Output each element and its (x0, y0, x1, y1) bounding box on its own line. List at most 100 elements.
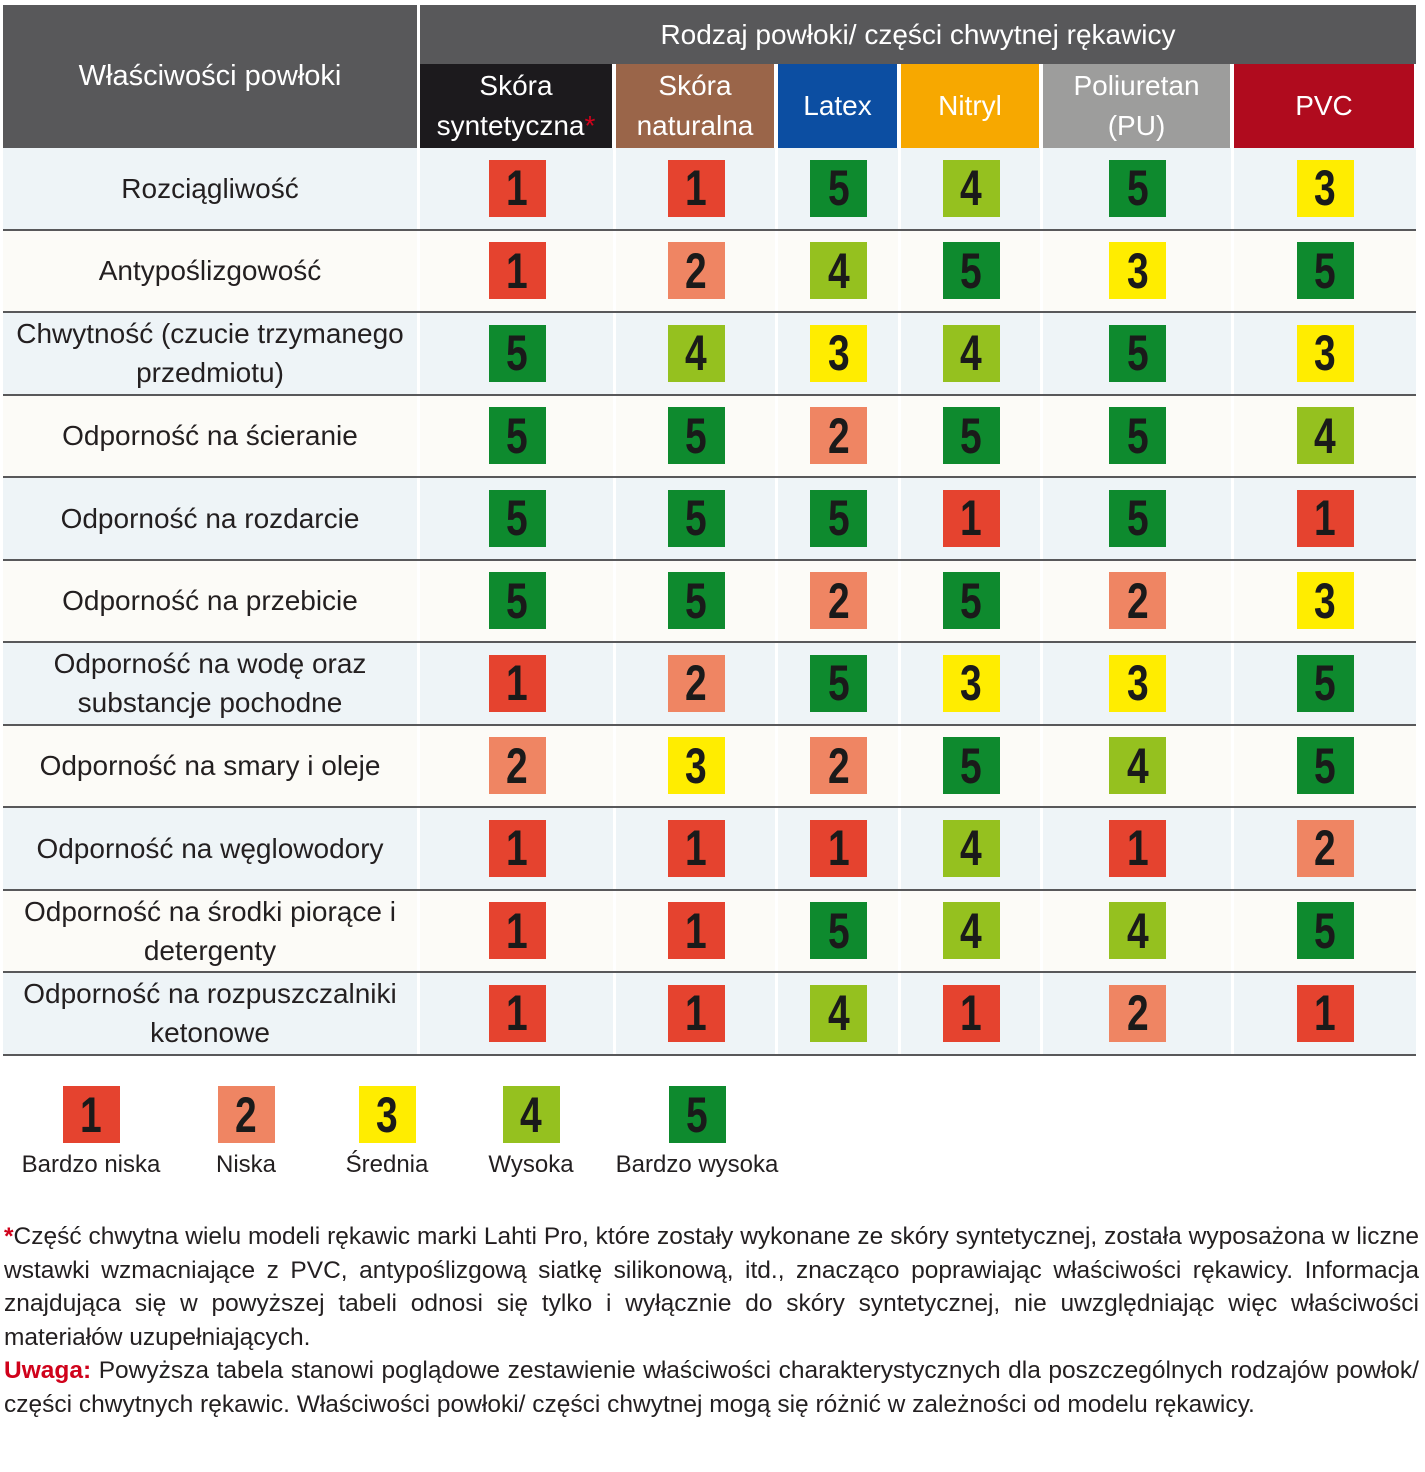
rating-value: 3 (827, 325, 850, 382)
rating-value: 4 (960, 325, 982, 382)
legend-badge: 1 (62, 1086, 120, 1143)
rating-value: 5 (827, 490, 850, 547)
rating-value: 1 (685, 160, 707, 217)
rating-badge: 5 (810, 159, 867, 217)
warning: Uwaga: Powyższa tabela stanowi poglądowe… (4, 1354, 1419, 1421)
column-label: Skóra (658, 70, 732, 101)
legend-badge: 3 (358, 1086, 416, 1143)
rating-badge: 1 (667, 984, 725, 1042)
rating-value: 2 (827, 737, 850, 794)
rating-badge: 1 (667, 819, 725, 877)
column-label: Skóra (479, 70, 553, 101)
rating-value: 5 (685, 407, 707, 464)
legend-value: 2 (235, 1086, 257, 1143)
legend-value: 1 (80, 1086, 102, 1143)
rating-value: 3 (960, 655, 982, 712)
table-row: Odporność na węglowodory 1 1 1 4 1 2 (3, 808, 1416, 891)
rating-value: 1 (506, 985, 528, 1042)
rating-value: 4 (685, 325, 707, 382)
rating-badge: 5 (1109, 407, 1166, 465)
legend-label: Wysoka (488, 1151, 574, 1178)
rating-badge: 5 (942, 242, 1000, 300)
rating-badge: 1 (488, 984, 546, 1042)
rating-value: 2 (827, 407, 850, 464)
rating-value: 1 (827, 820, 850, 877)
rating-badge: 3 (1296, 159, 1354, 217)
rating-value: 4 (960, 902, 982, 959)
rating-value: 5 (827, 160, 850, 217)
rating-value: 5 (827, 655, 850, 712)
rating-badge: 5 (1296, 242, 1354, 300)
rating-value: 1 (1314, 490, 1336, 547)
warning-label: Uwaga: (4, 1357, 92, 1384)
legend-badge: 2 (217, 1086, 275, 1143)
rating-value: 5 (960, 407, 982, 464)
rating-badge: 3 (1109, 242, 1166, 300)
rating-value: 5 (506, 407, 528, 464)
rating-value: 3 (1126, 242, 1149, 299)
table-row: Rozciągliwość 1 1 5 4 5 3 (3, 148, 1416, 231)
rating-badge: 2 (810, 737, 867, 795)
rating-badge: 5 (667, 489, 725, 547)
rating-value: 5 (960, 242, 982, 299)
property-label: Rozciągliwość (121, 172, 299, 204)
legend-label: Bardzo wysoka (615, 1151, 779, 1178)
rating-badge: 4 (942, 159, 1000, 217)
rating-badge: 4 (1109, 902, 1166, 960)
rating-badge: 5 (1109, 324, 1166, 382)
rating-badge: 2 (810, 572, 867, 630)
property-label: Odporność na przebicie (62, 585, 358, 617)
table-row: Odporność na rozpuszczalniki ketonowe 1 1 4… (3, 973, 1416, 1056)
rating-value: 1 (506, 655, 528, 712)
column-label: Poliuretan (1073, 70, 1200, 101)
column-header: Poliuretan (PU) (1043, 64, 1230, 148)
rating-badge: 5 (810, 902, 867, 960)
rating-badge: 5 (667, 572, 725, 630)
rating-badge: 5 (667, 407, 725, 465)
rating-value: 5 (1314, 242, 1336, 299)
rating-badge: 3 (810, 324, 867, 382)
rating-badge: 2 (810, 407, 867, 465)
legend-badge: 5 (668, 1086, 726, 1143)
column-header: PVC (1234, 64, 1414, 148)
rating-value: 1 (1314, 985, 1336, 1042)
rating-value: 1 (685, 985, 707, 1042)
rating-value: 2 (827, 572, 850, 629)
column-label-2: syntetyczna (436, 110, 585, 141)
table-header: Właściwości powłoki Rodzaj powłoki/ częś… (3, 5, 1416, 148)
rating-value: 2 (1126, 572, 1149, 629)
rating-value: 3 (685, 737, 707, 794)
rating-badge: 2 (1109, 984, 1166, 1042)
rating-value: 1 (1126, 820, 1149, 877)
column-header: Nitryl (901, 64, 1039, 148)
rating-badge: 5 (810, 489, 867, 547)
rating-value: 2 (685, 242, 707, 299)
rating-value: 5 (685, 572, 707, 629)
rating-badge: 5 (942, 737, 1000, 795)
rating-value: 5 (1314, 902, 1336, 959)
rating-value: 2 (1126, 985, 1149, 1042)
rating-value: 1 (685, 902, 707, 959)
rating-badge: 5 (488, 489, 546, 547)
rating-badge: 5 (1109, 159, 1166, 217)
rating-value: 5 (960, 572, 982, 629)
legend-value: 4 (520, 1086, 542, 1143)
rating-value: 5 (506, 325, 528, 382)
rating-badge: 1 (488, 819, 546, 877)
rating-badge: 3 (1296, 324, 1354, 382)
column-label: Nitryl (938, 90, 1002, 121)
rating-value: 5 (1126, 407, 1149, 464)
legend-label: Bardzo niska (21, 1151, 161, 1178)
rating-badge: 1 (488, 159, 546, 217)
rating-badge: 2 (1296, 819, 1354, 877)
rating-badge: 5 (942, 572, 1000, 630)
rating-value: 1 (685, 820, 707, 877)
footnote: *Część chwytna wielu modeli rękawic mark… (4, 1220, 1419, 1354)
rating-value: 3 (1314, 160, 1336, 217)
table-row: Odporność na smary i oleje 2 3 2 5 4 5 (3, 725, 1416, 808)
table-row: Antypoślizgowość 1 2 4 5 3 5 (3, 230, 1416, 313)
rating-value: 5 (827, 902, 850, 959)
table-row: Chwytność (czucie trzymanego przedmiotu)… (3, 313, 1416, 396)
rating-badge: 4 (1109, 737, 1166, 795)
asterisk: * (584, 110, 596, 141)
